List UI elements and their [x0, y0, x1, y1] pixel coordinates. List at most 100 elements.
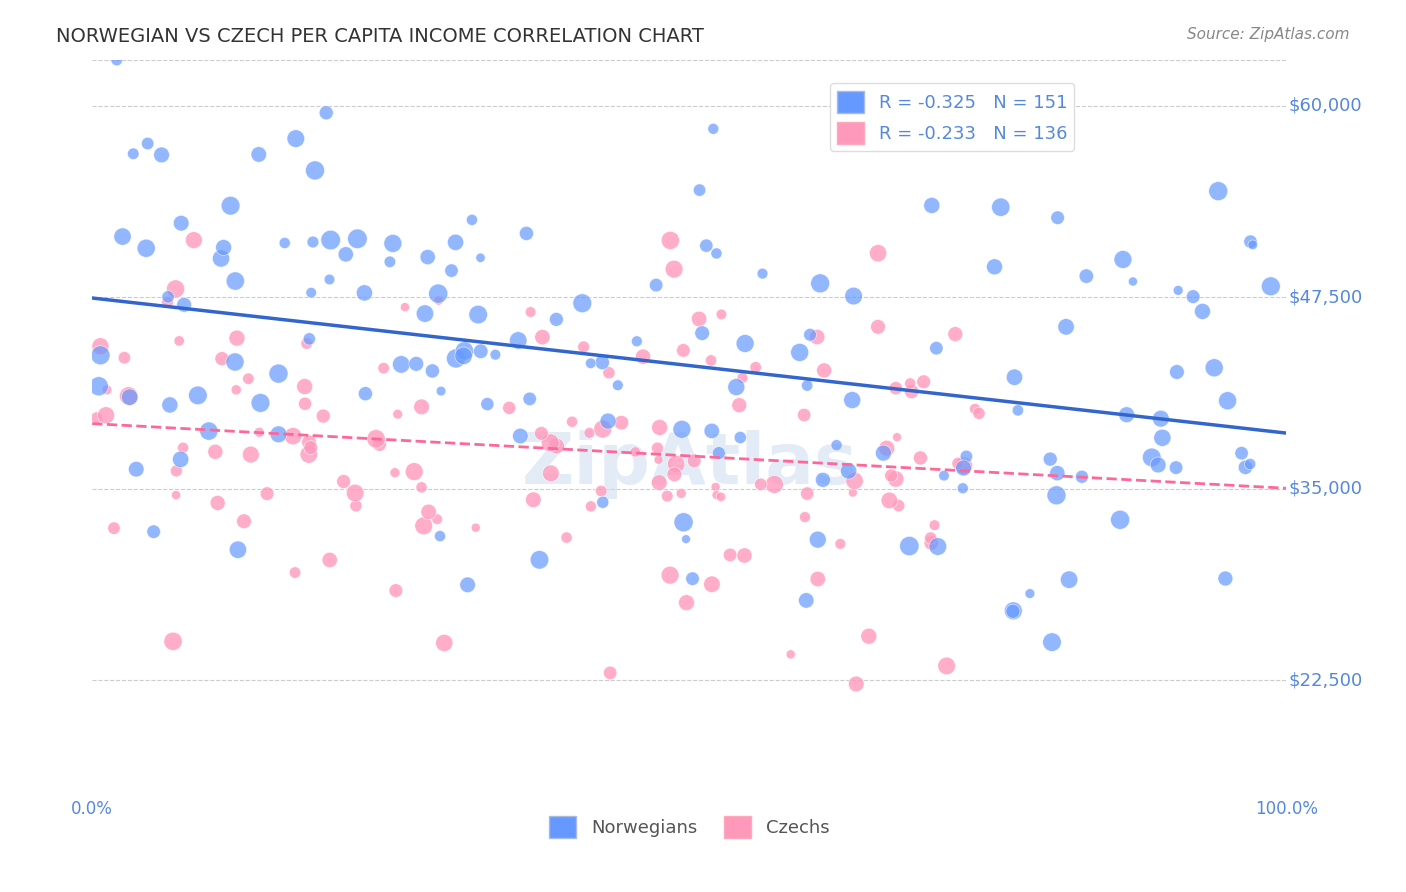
- Point: [624, 445, 647, 459]
- Point: [675, 596, 697, 610]
- Point: [284, 131, 307, 145]
- Point: [631, 350, 654, 364]
- Point: [319, 233, 342, 247]
- Point: [1115, 408, 1137, 422]
- Point: [1166, 365, 1188, 379]
- Point: [884, 381, 907, 395]
- Point: [866, 246, 889, 260]
- Point: [344, 486, 367, 500]
- Point: [404, 465, 426, 479]
- Point: [925, 341, 948, 355]
- Point: [796, 378, 818, 392]
- Point: [519, 392, 541, 406]
- Point: [793, 408, 815, 422]
- Point: [546, 312, 568, 326]
- Point: [872, 446, 894, 460]
- Point: [209, 252, 232, 266]
- Point: [700, 577, 723, 591]
- Point: [725, 380, 748, 394]
- Point: [647, 452, 669, 467]
- Point: [546, 439, 568, 453]
- Legend: Norwegians, Czechs: Norwegians, Czechs: [543, 809, 837, 846]
- Point: [169, 452, 191, 467]
- Point: [118, 389, 141, 403]
- Point: [626, 334, 648, 349]
- Point: [172, 441, 194, 455]
- Point: [572, 340, 595, 354]
- Point: [1054, 319, 1077, 334]
- Point: [173, 298, 195, 312]
- Point: [763, 477, 786, 491]
- Point: [669, 486, 692, 500]
- Point: [808, 277, 831, 291]
- Point: [710, 490, 733, 504]
- Point: [733, 549, 755, 563]
- Point: [233, 514, 256, 528]
- Point: [112, 351, 135, 365]
- Point: [224, 355, 246, 369]
- Point: [225, 383, 247, 397]
- Point: [657, 489, 679, 503]
- Point: [967, 406, 990, 420]
- Point: [239, 448, 262, 462]
- Point: [683, 454, 706, 468]
- Point: [645, 278, 668, 293]
- Point: [368, 437, 391, 451]
- Point: [344, 499, 367, 513]
- Point: [751, 267, 773, 281]
- Point: [706, 246, 728, 260]
- Point: [813, 363, 835, 377]
- Point: [204, 444, 226, 458]
- Point: [405, 357, 427, 371]
- Point: [811, 473, 834, 487]
- Point: [921, 198, 943, 212]
- Point: [796, 486, 818, 500]
- Point: [983, 260, 1005, 274]
- Point: [294, 379, 316, 393]
- Point: [284, 566, 307, 580]
- Point: [211, 351, 233, 366]
- Point: [422, 364, 444, 378]
- Point: [841, 392, 863, 407]
- Point: [924, 518, 946, 533]
- Point: [1204, 360, 1226, 375]
- Point: [1057, 573, 1080, 587]
- Point: [159, 398, 181, 412]
- Point: [1018, 586, 1040, 600]
- Point: [794, 593, 817, 607]
- Point: [332, 475, 354, 489]
- Point: [1150, 411, 1173, 425]
- Point: [610, 416, 633, 430]
- Point: [700, 424, 723, 438]
- Point: [267, 367, 290, 381]
- Point: [952, 461, 974, 475]
- Point: [1070, 469, 1092, 483]
- Point: [136, 136, 159, 151]
- Point: [183, 233, 205, 247]
- Point: [898, 539, 921, 553]
- Point: [89, 348, 111, 362]
- Point: [1109, 513, 1132, 527]
- Point: [1234, 460, 1257, 475]
- Point: [952, 481, 974, 495]
- Text: $47,500: $47,500: [1289, 288, 1362, 306]
- Point: [591, 483, 613, 498]
- Point: [531, 330, 554, 344]
- Point: [728, 398, 751, 412]
- Point: [416, 250, 439, 264]
- Point: [118, 390, 141, 404]
- Point: [731, 371, 754, 385]
- Point: [156, 295, 179, 310]
- Point: [1046, 466, 1069, 480]
- Point: [530, 426, 553, 441]
- Point: [226, 331, 249, 345]
- Point: [418, 505, 440, 519]
- Point: [955, 450, 977, 464]
- Point: [1206, 184, 1229, 198]
- Point: [509, 429, 531, 443]
- Point: [89, 339, 111, 353]
- Point: [799, 327, 821, 342]
- Text: ZipAtlas: ZipAtlas: [522, 430, 858, 499]
- Point: [952, 458, 974, 473]
- Point: [411, 480, 433, 494]
